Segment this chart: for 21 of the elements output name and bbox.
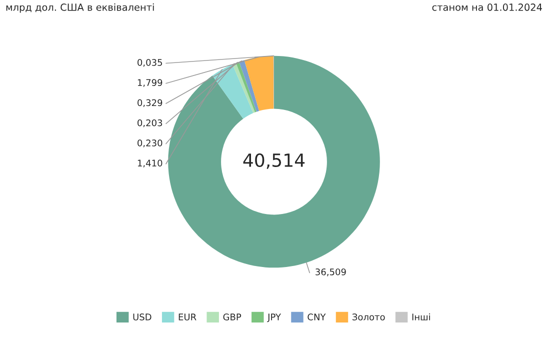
legend-label: EUR bbox=[178, 314, 196, 320]
donut-slice bbox=[168, 56, 380, 268]
legend-label: JPY bbox=[267, 314, 282, 322]
data-label: 36,509 bbox=[316, 268, 346, 276]
data-label: 0,230 bbox=[138, 140, 162, 148]
donut-slice bbox=[212, 64, 254, 119]
donut-slice bbox=[232, 62, 255, 114]
legend-label: USD bbox=[133, 314, 152, 320]
legend-label: Інші bbox=[412, 313, 430, 320]
data-label: 1,799 bbox=[138, 79, 162, 87]
data-label: 1,410 bbox=[138, 160, 162, 168]
text: 40,514 bbox=[243, 153, 305, 169]
text: станом на 01.01.2024 bbox=[432, 4, 542, 11]
legend-label: Золото bbox=[352, 314, 385, 320]
data-label: 0,203 bbox=[138, 119, 162, 128]
chart-title: млрд дол. США в еквіваленті bbox=[6, 3, 154, 13]
donut-slice bbox=[244, 56, 274, 111]
legend-label: CNY bbox=[308, 314, 326, 320]
legend-label: GBP bbox=[223, 314, 242, 320]
data-label: 0,329 bbox=[138, 99, 162, 108]
data-label: 0,035 bbox=[138, 59, 162, 67]
